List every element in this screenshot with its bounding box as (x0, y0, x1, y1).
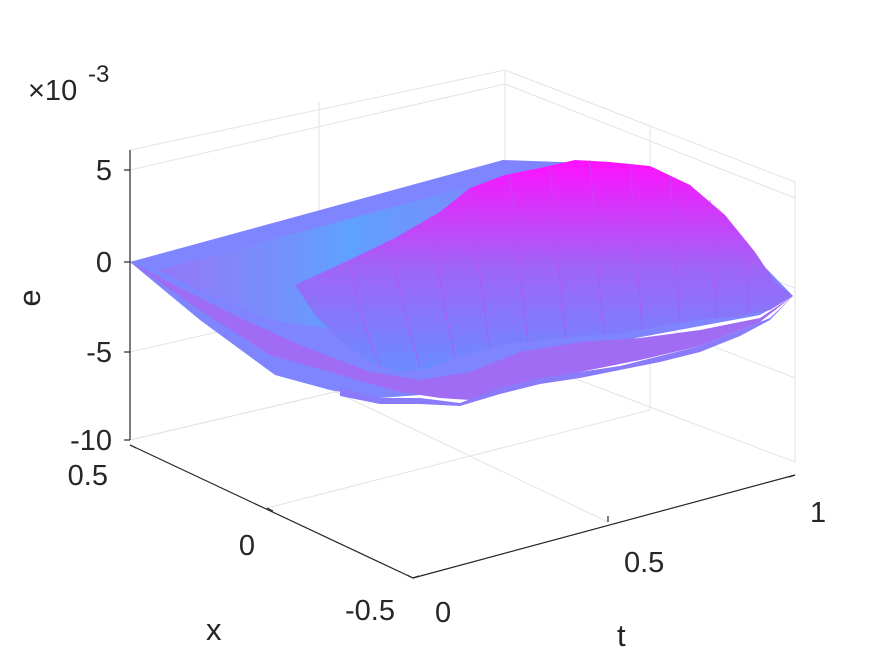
x-axis-ticks (129, 444, 414, 579)
exponent-power: -3 (88, 61, 109, 88)
e-tick-label: 0 (96, 247, 112, 279)
t-axis-ticks (412, 474, 796, 579)
e-tick-label: -5 (86, 337, 112, 369)
surface (130, 159, 793, 406)
x-tick-label: 0.5 (68, 460, 108, 492)
t-tick-label: 0.5 (624, 547, 664, 579)
surface-front-lobe (130, 262, 793, 400)
t-tick-label: 1 (810, 497, 826, 529)
exponent-base: ×10 (28, 75, 77, 107)
x-tick-label: 0 (239, 530, 255, 562)
ridge-striations (349, 159, 749, 369)
e-tick-label: -10 (70, 425, 112, 457)
surface-ridge (295, 160, 793, 372)
e-axis-label: e (12, 289, 47, 306)
axes-lines (129, 150, 796, 579)
t-tick-label: 0 (435, 597, 451, 629)
e-axis-ticks (124, 169, 130, 441)
surface-front-edge (340, 296, 793, 406)
e-tick-label: 5 (96, 155, 112, 187)
x-axis-label: x (206, 612, 222, 647)
t-axis-label: t (617, 618, 626, 653)
x-tick-label: -0.5 (345, 595, 395, 627)
